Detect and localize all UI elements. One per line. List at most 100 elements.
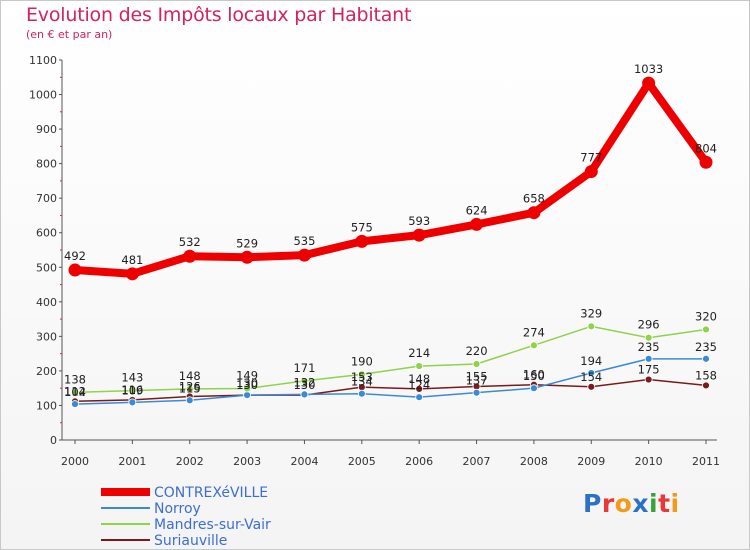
data-label: 153 (351, 370, 373, 384)
data-label: 624 (466, 203, 488, 217)
data-label: 158 (695, 368, 717, 382)
y-tick-label: 600 (36, 227, 57, 240)
logo-letter: r (601, 489, 615, 518)
data-label: 130 (293, 378, 315, 392)
legend-label: CONTREXéVILLE (154, 485, 268, 501)
data-label: 532 (179, 235, 201, 249)
data-label: 150 (523, 369, 545, 383)
data-point (355, 234, 369, 248)
data-point (243, 391, 251, 399)
data-point (357, 389, 366, 398)
data-label: 126 (179, 379, 201, 393)
logo-letter: x (632, 489, 649, 518)
legend-label: Norroy (154, 501, 201, 517)
data-label: 171 (293, 361, 315, 375)
series-line-3 (74, 378, 707, 403)
data-point (587, 322, 596, 331)
proxiti-logo: Proxiti (583, 489, 680, 518)
data-label: 320 (695, 309, 717, 323)
data-label: 138 (64, 372, 86, 386)
data-label: 296 (638, 318, 660, 332)
y-tick-label: 0 (50, 434, 57, 447)
data-label: 130 (236, 378, 258, 392)
data-point (415, 384, 424, 393)
series-line-1 (74, 358, 706, 405)
data-point (68, 263, 82, 277)
data-label: 109 (121, 383, 143, 397)
chart-title: Evolution des Impôts locaux par Habitant (26, 4, 412, 26)
legend-label: Mandres-sur-Vair (154, 517, 271, 533)
data-point (644, 375, 653, 384)
data-point (185, 396, 194, 405)
data-point (415, 362, 424, 370)
data-point (71, 400, 79, 408)
data-point (584, 165, 598, 179)
x-tick-label: 2005 (348, 455, 376, 468)
data-point (357, 370, 366, 379)
data-label: 190 (351, 354, 373, 368)
x-tick-label: 2000 (61, 455, 89, 468)
x-tick-label: 2007 (463, 455, 491, 468)
x-tick-label: 2001 (118, 455, 146, 468)
series-line-0 (74, 79, 710, 278)
x-tick-label: 2009 (577, 455, 605, 468)
data-point (527, 206, 541, 220)
data-label: 194 (580, 354, 602, 368)
y-tick-label: 300 (36, 330, 57, 343)
data-label: 143 (121, 371, 143, 385)
data-label: 529 (236, 236, 258, 250)
data-point (128, 398, 137, 407)
logo-letter: i (649, 489, 659, 518)
data-label: 132 (293, 375, 315, 389)
y-tick-label: 400 (36, 296, 57, 309)
data-point (644, 333, 653, 342)
data-point (642, 76, 656, 90)
data-label: 149 (236, 369, 258, 383)
data-label: 274 (523, 325, 545, 339)
data-label: 155 (466, 369, 488, 383)
data-label: 220 (466, 344, 488, 358)
data-label: 235 (638, 340, 660, 354)
logo-letter: t (658, 489, 671, 518)
y-tick-label: 100 (36, 399, 57, 412)
data-point (470, 217, 484, 231)
data-point (472, 360, 481, 368)
data-point (412, 228, 426, 242)
data-label: 154 (580, 370, 602, 384)
data-label: 130 (236, 376, 258, 390)
data-point (243, 384, 251, 393)
data-label: 535 (293, 234, 315, 248)
legend-label: Suriauville (154, 533, 227, 549)
data-point (300, 390, 309, 399)
data-label: 481 (121, 253, 143, 267)
data-label: 1033 (634, 62, 663, 76)
data-label: 492 (64, 249, 86, 263)
y-tick-label: 1100 (29, 54, 57, 67)
data-point (530, 341, 538, 350)
data-label: 134 (351, 375, 373, 389)
data-point (71, 388, 79, 397)
y-tick-label: 900 (36, 123, 57, 136)
y-tick-label: 500 (36, 261, 57, 274)
x-tick-label: 2004 (290, 455, 318, 468)
data-label: 104 (64, 385, 86, 399)
data-point (699, 155, 713, 169)
logo-letter: i (670, 489, 680, 518)
data-label: 148 (408, 372, 430, 386)
data-label: 115 (179, 381, 201, 395)
y-tick-label: 700 (36, 192, 57, 205)
data-label: 112 (64, 384, 86, 398)
x-tick-label: 2002 (176, 455, 204, 468)
data-point (128, 386, 137, 395)
data-label: 658 (523, 192, 545, 206)
data-point (587, 369, 596, 377)
data-label: 214 (408, 346, 430, 360)
data-label: 777 (580, 151, 602, 165)
series-line-2 (74, 325, 707, 394)
data-label: 575 (351, 220, 373, 234)
x-tick-label: 2008 (520, 455, 548, 468)
data-point (530, 384, 538, 393)
data-label: 235 (695, 340, 717, 354)
x-tick-label: 2010 (635, 455, 663, 468)
